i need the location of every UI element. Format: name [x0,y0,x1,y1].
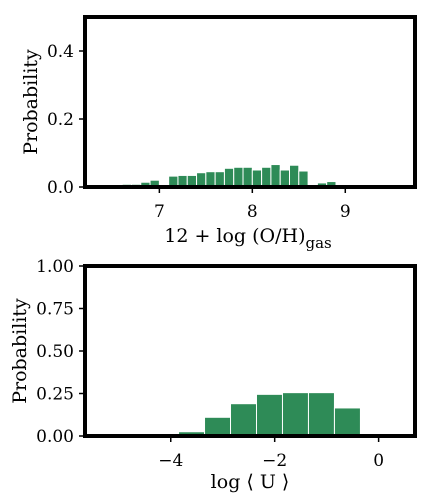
metallicity-bar-11 [214,171,225,188]
metallicity-x-axis-label-main: 12 + log (O/H) [164,225,305,247]
metallicity-bars [112,164,346,188]
metallicity-bar-14 [242,166,253,188]
ionization-x-tick-label-0: −4 [158,451,183,471]
ionization-y-axis-label: Probability [9,298,31,404]
ionization-x-tick-label-1: −2 [262,451,287,471]
ionization-histogram-panel: 0.00 0.25 0.50 0.75 1.00 −4 −2 0 Probability l… [9,257,417,493]
metallicity-x-ticks: 7 8 9 [154,187,351,222]
metallicity-bar-19 [289,164,300,188]
metallicity-bar-16 [261,166,272,188]
ionization-y-tick-label-1: 0.25 [36,385,74,405]
ionization-bar-4 [281,392,309,437]
metallicity-bar-10 [205,171,216,188]
metallicity-y-tick-label-1: 0.2 [47,110,74,130]
metallicity-histogram-panel: 0.0 0.2 0.4 7 8 9 Probability 12 + log (O/H)… [20,15,417,252]
metallicity-x-axis-label-subscript: gas [306,234,332,252]
metallicity-plot-frame [83,15,417,189]
metallicity-bar-18 [279,169,291,188]
metallicity-bar-12 [223,167,235,188]
ionization-x-axis-label: log ⟨ U ⟩ [211,471,290,493]
ionization-bar-3 [255,393,283,437]
ionization-x-ticks: −4 −2 0 [158,436,384,471]
ionization-bar-1 [204,416,232,437]
ionization-y-tick-label-3: 0.75 [36,300,74,320]
metallicity-bar-9 [196,172,207,188]
metallicity-x-tick-label-1: 8 [247,202,258,222]
metallicity-bar-15 [251,169,263,188]
ionization-bars [178,392,361,437]
metallicity-bar-20 [298,170,309,188]
metallicity-bar-17 [270,164,281,188]
ionization-plot-frame [83,264,417,438]
ionization-x-axis-label-main: log ⟨ U ⟩ [211,471,290,493]
ionization-bar-6 [333,407,361,437]
metallicity-x-tick-label-0: 7 [154,202,165,222]
metallicity-y-axis-label: Probability [20,49,42,155]
ionization-bar-2 [230,403,257,437]
metallicity-x-axis-label: 12 + log (O/H)gas [164,225,332,252]
metallicity-y-tick-label-0: 0.0 [47,178,74,198]
metallicity-y-ticks: 0.0 0.2 0.4 [47,42,85,198]
ionization-bar-5 [307,392,335,437]
ionization-y-tick-label-0: 0.00 [36,427,74,447]
metallicity-y-tick-label-2: 0.4 [47,42,74,62]
ionization-y-ticks: 0.00 0.25 0.50 0.75 1.00 [36,257,85,447]
metallicity-x-tick-label-2: 9 [340,202,351,222]
metallicity-bar-13 [233,166,244,188]
ionization-y-tick-label-4: 1.00 [36,257,74,277]
ionization-y-tick-label-2: 0.50 [36,342,74,362]
ionization-x-tick-label-2: 0 [373,451,384,471]
